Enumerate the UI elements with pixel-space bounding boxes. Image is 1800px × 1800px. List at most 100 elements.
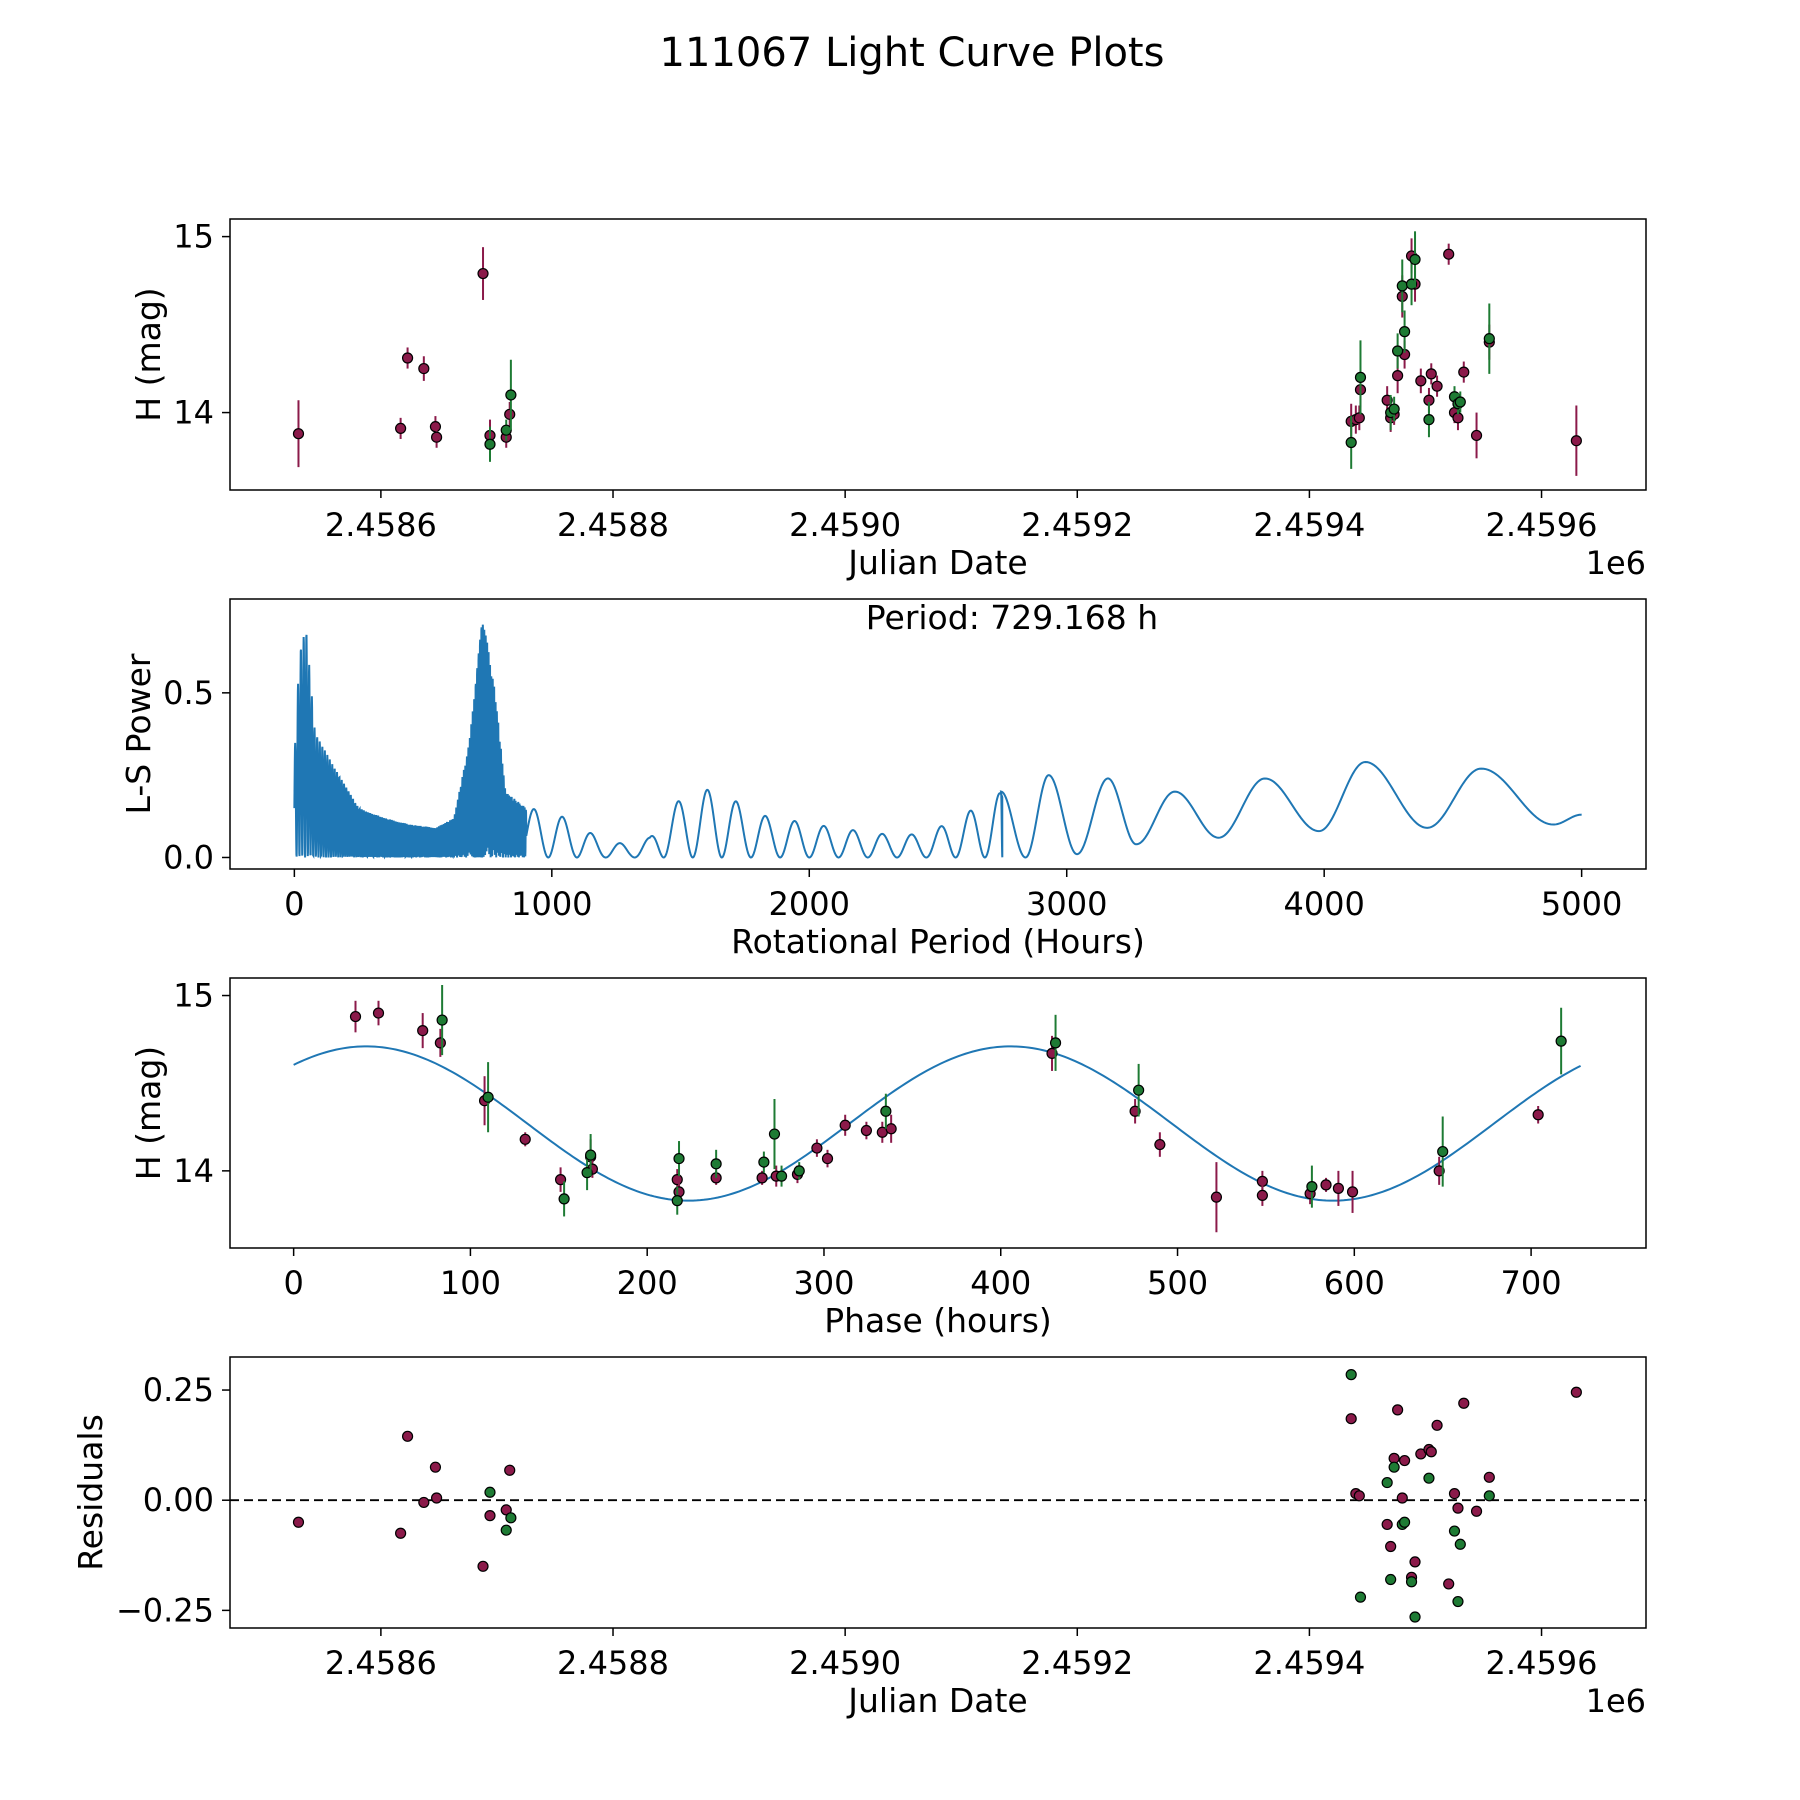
data-point-magenta (1483, 1471, 1495, 1483)
data-point-magenta (504, 408, 516, 420)
periodogram-line (293, 624, 1582, 860)
data-point-magenta (477, 267, 489, 280)
data-point-green (1388, 403, 1400, 415)
data-point-magenta (418, 1496, 430, 1509)
data-point-green (1345, 1369, 1357, 1381)
x-tick-label: 5000 (1541, 885, 1622, 923)
data-point-magenta (671, 1174, 683, 1186)
x-tick-label: 0 (283, 1264, 303, 1302)
data-point-green (1049, 1037, 1062, 1049)
y-axis-label: Residuals (71, 1414, 110, 1571)
data-point-magenta (395, 1527, 407, 1539)
data-point-magenta (430, 431, 443, 443)
data-point-magenta (1452, 412, 1464, 424)
x-tick-label: 2.4586 (325, 506, 437, 544)
data-point-magenta (1392, 1404, 1404, 1416)
data-point-green (793, 1165, 805, 1177)
data-point-magenta (1458, 1397, 1470, 1409)
data-point-magenta (1381, 1518, 1393, 1531)
data-point-green (1555, 1035, 1567, 1047)
data-point-green (1483, 333, 1495, 345)
data-point-magenta (1470, 429, 1483, 442)
data-point-green (1398, 1516, 1411, 1528)
data-point-green (436, 1014, 448, 1026)
x-axis-label: Phase (hours) (824, 1301, 1052, 1340)
data-point-green (775, 1170, 788, 1182)
data-point-magenta (1425, 1446, 1437, 1458)
data-point-magenta (349, 1010, 362, 1023)
data-point-magenta (1320, 1179, 1332, 1191)
data-point-magenta (1256, 1175, 1268, 1187)
data-point-magenta (1392, 370, 1404, 382)
data-point-magenta (1415, 375, 1427, 387)
data-point-green (1409, 1611, 1421, 1623)
data-point-magenta (417, 1024, 429, 1037)
data-point-green (500, 424, 512, 436)
x-tick-label: 2.4588 (557, 1644, 669, 1682)
data-point-magenta (811, 1142, 823, 1154)
x-tick-label: 2.4590 (789, 1644, 901, 1682)
y-tick-label: −0.25 (116, 1591, 214, 1629)
data-point-green (768, 1128, 781, 1140)
figure-title: 111067 Light Curve Plots (660, 30, 1165, 76)
data-point-magenta (1396, 1492, 1408, 1504)
x-axis-label: Julian Date (846, 1681, 1028, 1720)
data-point-magenta (1448, 1488, 1461, 1500)
data-point-green (673, 1152, 685, 1165)
data-point-magenta (1353, 412, 1365, 424)
data-point-magenta (395, 422, 407, 435)
data-point-green (505, 1512, 517, 1524)
data-point-green (758, 1156, 770, 1168)
data-point-magenta (1532, 1109, 1544, 1121)
panel-residuals: 2.4586 2.4588 2.4590 2.4592 2.4594 2.4596 −0.2… (71, 1356, 1647, 1720)
x-tick-label: 2.4594 (1253, 1644, 1365, 1682)
data-points (292, 231, 1582, 476)
x-tick-label: 2.4590 (789, 506, 901, 544)
data-point-green (1345, 436, 1357, 449)
x-offset-label: 1e6 (1586, 1682, 1646, 1720)
panel-phase-folded: 0 100 200 300 400 500 600 700 14 15 Phase (hours) H… (129, 977, 1647, 1340)
period-annotation: Period: 729.168 h (866, 598, 1158, 637)
y-tick-label: 0.0 (163, 838, 214, 876)
data-point-magenta (372, 1007, 385, 1019)
plot-frame (229, 1356, 1647, 1629)
data-point-magenta (1570, 1386, 1582, 1398)
data-point-magenta (1425, 368, 1437, 380)
data-point-magenta (1398, 1454, 1411, 1467)
data-point-green (1437, 1145, 1449, 1158)
data-point-green (585, 1149, 597, 1161)
plot-frame (229, 977, 1647, 1249)
data-point-magenta (860, 1124, 873, 1137)
data-point-magenta (1409, 1556, 1421, 1568)
data-point-green (1388, 1461, 1400, 1473)
data-point-green (1385, 1573, 1397, 1586)
x-tick-label: 2000 (769, 885, 850, 923)
data-point-magenta (1470, 1505, 1483, 1517)
data-point-green (671, 1195, 683, 1207)
data-point-green (1396, 280, 1408, 292)
data-point-magenta (1458, 366, 1470, 378)
data-point-magenta (1345, 1413, 1357, 1425)
data-point-magenta (756, 1172, 768, 1184)
data-point-green (710, 1158, 722, 1170)
data-point-magenta (418, 362, 430, 375)
x-tick-label: 2.4586 (325, 1644, 437, 1682)
fit-curve (293, 1045, 1582, 1202)
data-point-magenta (401, 352, 414, 364)
data-point-magenta (1332, 1182, 1345, 1194)
data-point-green (1392, 345, 1404, 357)
x-tick-label: 0 (284, 885, 304, 923)
x-tick-label: 300 (793, 1264, 854, 1302)
data-point-green (1381, 1476, 1393, 1489)
data-point-magenta (1452, 1502, 1464, 1514)
data-point-green (1454, 396, 1466, 408)
y-tick-label: 15 (173, 218, 214, 256)
data-point-green (1452, 1595, 1464, 1608)
data-point-magenta (554, 1174, 567, 1186)
x-tick-label: 1000 (511, 885, 592, 923)
data-point-magenta (1046, 1047, 1058, 1059)
data-point-magenta (1346, 1186, 1359, 1198)
data-point-magenta (1433, 1165, 1445, 1177)
data-point-green (482, 1091, 494, 1103)
